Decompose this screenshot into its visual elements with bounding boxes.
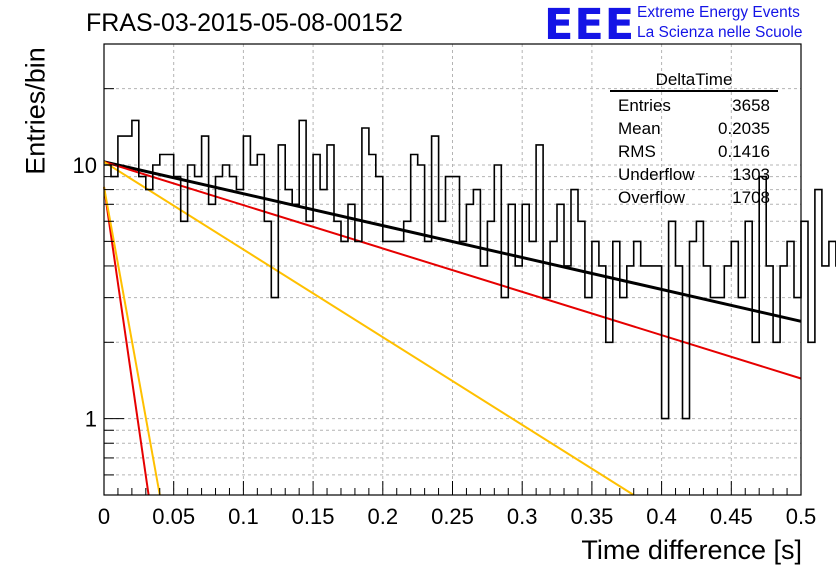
stats-row-underflow: Underflow 1303 bbox=[610, 163, 778, 186]
stats-label: Underflow bbox=[618, 165, 695, 184]
x-tick-label: 0.05 bbox=[152, 504, 195, 529]
stats-value: 3658 bbox=[732, 96, 770, 115]
stats-separator bbox=[610, 90, 778, 92]
stats-row-mean: Mean 0.2035 bbox=[610, 117, 778, 140]
stats-label: Mean bbox=[618, 119, 661, 138]
logo-caption: Extreme Energy Events La Scienza nelle S… bbox=[637, 3, 802, 43]
y-tick-label: 10 bbox=[73, 153, 97, 178]
stats-value: 1303 bbox=[732, 165, 770, 184]
x-tick-labels: 0 0.05 0.1 0.15 0.2 0.25 0.3 0.35 0.4 0.45 0.5 bbox=[98, 504, 816, 529]
y-tick-labels: 1 10 bbox=[73, 153, 97, 432]
x-tick-label: 0.25 bbox=[431, 504, 474, 529]
x-tick-label: 0.1 bbox=[228, 504, 259, 529]
stats-label: Entries bbox=[618, 96, 671, 115]
y-tick-label: 1 bbox=[85, 407, 97, 432]
fit-line bbox=[103, 160, 802, 323]
x-tick-label: 0.45 bbox=[710, 504, 753, 529]
stats-row-rms: RMS 0.1416 bbox=[610, 140, 778, 163]
x-tick-label: 0.4 bbox=[646, 504, 677, 529]
stats-value: 1708 bbox=[732, 188, 770, 207]
histogram bbox=[104, 119, 836, 420]
histogram-steps bbox=[104, 119, 836, 420]
eee-logo: EEE bbox=[544, 0, 636, 50]
logo-line-2: La Scienza nelle Scuole bbox=[637, 24, 803, 41]
fit-line bbox=[103, 186, 161, 496]
y-axis-label: Entries/bin bbox=[20, 47, 51, 175]
x-tick-label: 0.2 bbox=[368, 504, 399, 529]
stats-box: DeltaTime Entries 3658 Mean 0.2035 RMS 0… bbox=[610, 70, 778, 209]
stats-value: 0.1416 bbox=[718, 142, 770, 161]
x-tick-label: 0.5 bbox=[786, 504, 817, 529]
x-tick-label: 0.35 bbox=[570, 504, 613, 529]
x-tick-label: 0 bbox=[98, 504, 110, 529]
x-tick-label: 0.3 bbox=[507, 504, 538, 529]
stats-label: Overflow bbox=[618, 188, 686, 207]
stats-title: DeltaTime bbox=[655, 70, 733, 89]
fit-line bbox=[103, 186, 150, 496]
axis-ticks bbox=[103, 43, 802, 496]
chart-title: FRAS-03-2015-05-08-00152 bbox=[86, 9, 403, 37]
stats-value: 0.2035 bbox=[718, 119, 770, 138]
x-axis-label: Time difference [s] bbox=[581, 535, 802, 565]
x-tick-label: 0.15 bbox=[292, 504, 335, 529]
fit-line bbox=[103, 160, 635, 496]
stats-row-overflow: Overflow 1708 bbox=[610, 186, 778, 209]
fit-curves bbox=[103, 160, 802, 496]
logo-line-1: Extreme Energy Events bbox=[637, 4, 800, 21]
stats-row-entries: Entries 3658 bbox=[610, 94, 778, 117]
fit-line bbox=[103, 160, 802, 380]
stats-label: RMS bbox=[618, 142, 656, 161]
